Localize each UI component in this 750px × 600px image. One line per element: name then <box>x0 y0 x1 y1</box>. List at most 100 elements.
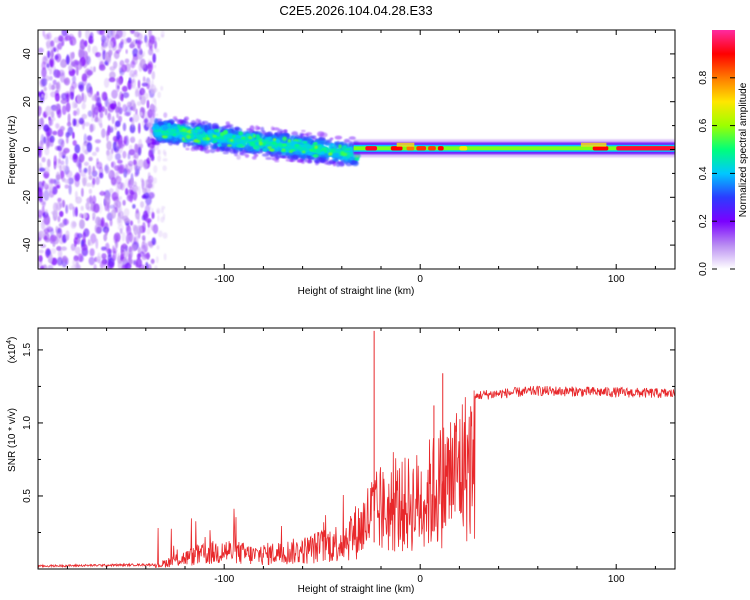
noise-blob <box>56 257 64 266</box>
signal-blob <box>162 124 169 131</box>
signal-blob <box>306 159 312 164</box>
signal-peak <box>168 131 174 136</box>
noise-blob <box>70 39 73 45</box>
noise-blob <box>146 252 150 260</box>
noise-blob <box>160 85 164 91</box>
noise-blob <box>131 243 138 252</box>
noise-blob <box>88 156 93 162</box>
signal-peak <box>224 130 228 135</box>
noise-blob <box>54 103 61 111</box>
noise-blob <box>107 40 114 49</box>
noise-blob <box>60 98 68 105</box>
signal-peak <box>296 147 302 150</box>
signal-peak <box>275 139 280 144</box>
signal-peak <box>338 144 342 149</box>
noise-blob <box>154 98 157 107</box>
noise-blob <box>157 155 162 163</box>
noise-blob <box>50 234 57 242</box>
noise-blob <box>141 235 146 241</box>
noise-blob <box>59 144 64 151</box>
noise-blob <box>118 78 123 86</box>
signal-blob <box>327 139 332 144</box>
noise-blob <box>101 253 107 260</box>
noise-blob <box>150 103 154 111</box>
noise-blob <box>87 241 94 246</box>
signal-blob <box>185 147 190 151</box>
signal-blob <box>224 125 228 129</box>
y-tick-label: 0.5 <box>22 489 33 503</box>
noise-blob <box>81 113 88 120</box>
signal-peak <box>318 145 323 150</box>
noise-blob <box>95 226 102 234</box>
noise-blob <box>132 48 139 57</box>
noise-blob <box>59 165 62 172</box>
signal-peak <box>285 147 291 152</box>
noise-blob <box>38 181 44 192</box>
noise-blob <box>50 110 55 118</box>
noise-blob <box>78 48 84 59</box>
noise-blob <box>134 143 139 154</box>
noise-blob <box>42 30 45 37</box>
noise-blob <box>135 235 139 246</box>
signal-blob <box>211 122 219 129</box>
noise-blob <box>138 122 141 134</box>
signal-peak <box>226 138 231 143</box>
signal-peak <box>248 136 253 140</box>
noise-blob <box>145 38 150 48</box>
noise-blob <box>101 44 105 52</box>
noise-blob <box>38 255 43 262</box>
noise-blob <box>108 188 114 194</box>
noise-blob <box>147 211 152 216</box>
noise-blob <box>68 33 74 39</box>
signal-blob <box>295 134 300 139</box>
noise-blob <box>114 105 119 114</box>
noise-blob <box>132 204 136 209</box>
signal-peak <box>314 145 318 150</box>
signal-blob <box>167 139 171 143</box>
noise-blob <box>162 149 166 155</box>
signal-peak <box>241 137 246 140</box>
noise-blob <box>107 112 112 121</box>
signal-peak <box>205 137 211 141</box>
noise-blob <box>148 192 153 200</box>
signal-peak <box>253 145 260 149</box>
noise-blob <box>129 124 136 134</box>
noise-blob <box>60 170 65 180</box>
noise-blob <box>137 79 141 89</box>
signal-peak <box>212 140 218 143</box>
noise-blob <box>79 43 86 50</box>
signal-peak <box>303 141 308 144</box>
noise-blob <box>52 130 58 136</box>
y-tick-label: -20 <box>22 190 33 205</box>
noise-blob <box>101 128 106 139</box>
noise-blob <box>128 247 133 259</box>
noise-blob <box>111 115 115 125</box>
noise-blob <box>85 30 91 40</box>
snr-scale-label: (x104) <box>6 337 18 364</box>
noise-blob <box>117 159 123 164</box>
signal-blob <box>274 132 281 137</box>
noise-blob <box>126 168 131 175</box>
noise-blob <box>38 209 43 218</box>
noise-blob <box>92 45 98 55</box>
noise-blob <box>41 157 46 163</box>
noise-blob <box>98 64 106 71</box>
signal-peak <box>195 126 201 131</box>
noise-blob <box>121 243 127 250</box>
noise-blob <box>44 166 50 174</box>
signal-peak <box>267 146 272 149</box>
signal-blob <box>220 143 229 147</box>
line-hotspot <box>406 146 415 151</box>
noise-blob <box>136 225 142 235</box>
noise-blob <box>65 230 70 241</box>
noise-blob <box>89 123 94 133</box>
noise-blob <box>88 256 95 266</box>
signal-peak <box>232 135 236 138</box>
noise-blob <box>107 101 111 112</box>
y-tick-label: 0 <box>22 146 33 152</box>
noise-blob <box>78 30 82 38</box>
noise-blob <box>48 116 51 121</box>
noise-blob <box>133 259 136 266</box>
noise-blob <box>110 127 113 133</box>
noise-blob <box>110 208 117 219</box>
